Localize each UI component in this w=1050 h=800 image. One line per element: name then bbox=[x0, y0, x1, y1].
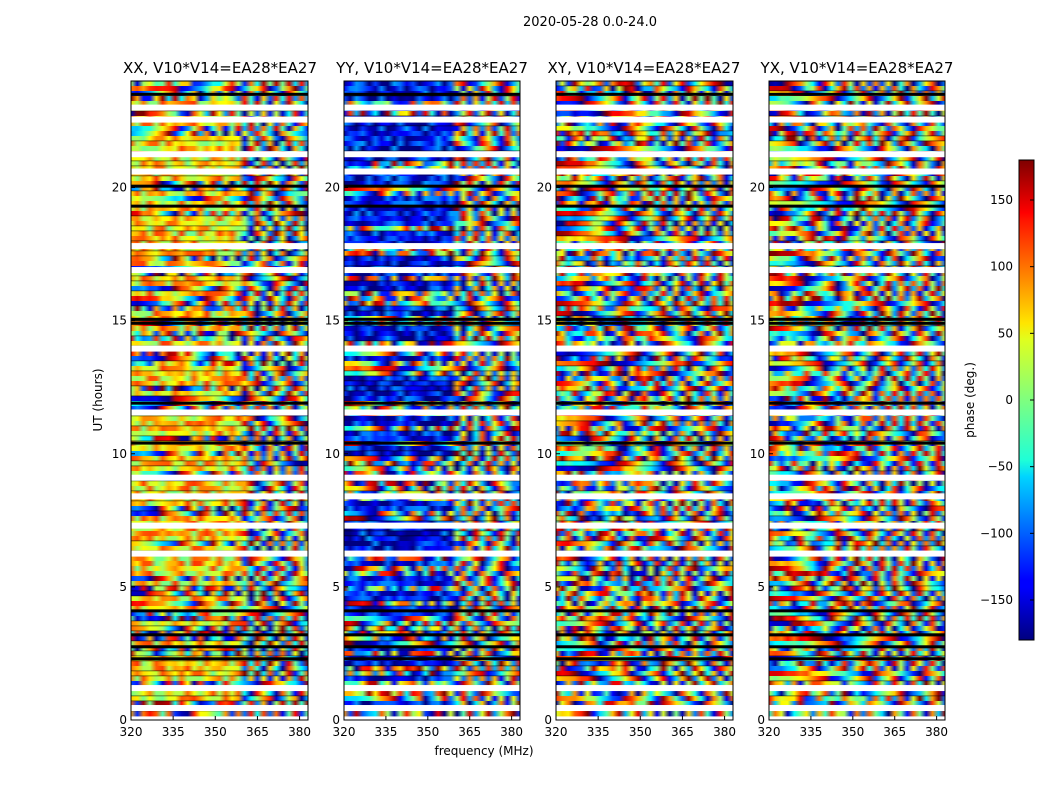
panel-xy: XY, V10*V14=EA28*EA27 320 335 350 365 380 0 5 1… bbox=[537, 59, 741, 739]
panel-title-yx: YX, V10*V14=EA28*EA27 bbox=[760, 59, 954, 77]
y-tick-label: 15 bbox=[537, 314, 552, 328]
y-tick-label: 5 bbox=[544, 580, 552, 594]
x-tick-label: 380 bbox=[288, 725, 311, 739]
x-tick-label: 350 bbox=[204, 725, 227, 739]
panel-ticks-xy: 320 335 350 365 380 0 5 10 15 20 bbox=[537, 181, 736, 740]
x-tick-label: 365 bbox=[883, 725, 906, 739]
panel-yx: YX, V10*V14=EA28*EA27 320 335 350 365 380 0 5 1… bbox=[750, 59, 954, 739]
y-tick-label: 20 bbox=[325, 181, 340, 195]
x-tick-label: 320 bbox=[758, 725, 781, 739]
y-tick-label: 5 bbox=[757, 580, 765, 594]
y-tick-label: 0 bbox=[332, 713, 340, 727]
heatmap-rows-yx bbox=[769, 81, 945, 717]
x-tick-label: 380 bbox=[713, 725, 736, 739]
y-tick-label: 10 bbox=[112, 447, 127, 461]
y-tick-label: 20 bbox=[112, 181, 127, 195]
panel-xx: XX, V10*V14=EA28*EA27 320 335 350 365 380 0 5 1… bbox=[112, 59, 317, 739]
heatmap-rows-xx bbox=[131, 81, 308, 717]
y-tick-label: 10 bbox=[750, 447, 765, 461]
panel-title-yy: YY, V10*V14=EA28*EA27 bbox=[335, 59, 528, 77]
figure-suptitle: 2020-05-28 0.0-24.0 bbox=[523, 15, 657, 30]
colorbar-ticks: 150 100 50 0 −50 −100 −150 bbox=[980, 193, 1034, 607]
panel-frame-yx bbox=[768, 80, 946, 721]
x-tick-label: 335 bbox=[162, 725, 185, 739]
heatmap-rows-yy bbox=[344, 81, 520, 717]
x-tick-label: 320 bbox=[120, 725, 143, 739]
panel-frame-xy bbox=[555, 80, 734, 721]
y-tick-label: 0 bbox=[119, 713, 127, 727]
panel-yy: YY, V10*V14=EA28*EA27 320 335 350 365 380 0 5 1… bbox=[325, 59, 528, 739]
x-tick-label: 335 bbox=[587, 725, 610, 739]
y-tick-label: 5 bbox=[119, 580, 127, 594]
y-tick-label: 0 bbox=[544, 713, 552, 727]
y-tick-label: 15 bbox=[325, 314, 340, 328]
x-tick-label: 350 bbox=[629, 725, 652, 739]
colorbar-label: phase (deg.) bbox=[963, 362, 977, 438]
x-tick-label: 365 bbox=[458, 725, 481, 739]
colorbar-tick-label: −100 bbox=[980, 526, 1013, 540]
heatmap-rows-xy bbox=[556, 81, 733, 717]
colorbar-tick-label: 100 bbox=[990, 260, 1013, 274]
y-tick-label: 10 bbox=[325, 447, 340, 461]
x-tick-label: 335 bbox=[374, 725, 397, 739]
x-tick-label: 350 bbox=[416, 725, 439, 739]
panel-ticks-yy: 320 335 350 365 380 0 5 10 15 20 bbox=[325, 181, 523, 740]
panel-frame-yy bbox=[343, 80, 521, 721]
y-tick-label: 15 bbox=[112, 314, 127, 328]
colorbar-tick-label: −50 bbox=[988, 460, 1013, 474]
y-tick-label: 20 bbox=[537, 181, 552, 195]
x-tick-label: 365 bbox=[671, 725, 694, 739]
x-tick-label: 320 bbox=[545, 725, 568, 739]
panel-title-xx: XX, V10*V14=EA28*EA27 bbox=[123, 59, 317, 77]
colorbar: 150 100 50 0 −50 −100 −150 phase (deg.) bbox=[963, 159, 1035, 641]
panel-title-xy: XY, V10*V14=EA28*EA27 bbox=[548, 59, 741, 77]
panel-frame-xx bbox=[130, 80, 309, 721]
colorbar-tick-label: 0 bbox=[1005, 393, 1013, 407]
y-tick-label: 0 bbox=[757, 713, 765, 727]
y-tick-label: 20 bbox=[750, 181, 765, 195]
panel-ticks-yx: 320 335 350 365 380 0 5 10 15 20 bbox=[750, 181, 948, 740]
x-tick-label: 380 bbox=[500, 725, 523, 739]
x-tick-label: 335 bbox=[799, 725, 822, 739]
x-tick-label: 320 bbox=[333, 725, 356, 739]
y-tick-label: 15 bbox=[750, 314, 765, 328]
colorbar-tick-label: 50 bbox=[998, 326, 1013, 340]
colorbar-tick-label: −150 bbox=[980, 593, 1013, 607]
y-tick-label: 10 bbox=[537, 447, 552, 461]
y-tick-label: 5 bbox=[332, 580, 340, 594]
colorbar-tick-label: 150 bbox=[990, 193, 1013, 207]
x-axis-label: frequency (MHz) bbox=[434, 744, 533, 758]
y-axis-label: UT (hours) bbox=[91, 368, 105, 431]
x-tick-label: 380 bbox=[925, 725, 948, 739]
x-tick-label: 365 bbox=[246, 725, 269, 739]
x-tick-label: 350 bbox=[841, 725, 864, 739]
panel-ticks-xx: 320 335 350 365 380 0 5 10 15 20 bbox=[112, 181, 311, 740]
